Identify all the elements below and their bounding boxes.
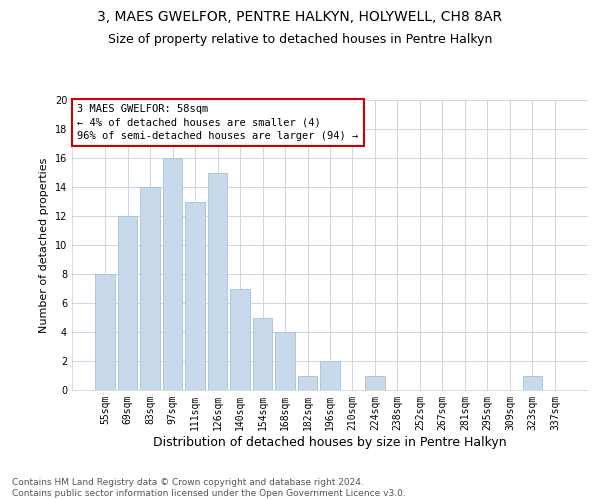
Text: Size of property relative to detached houses in Pentre Halkyn: Size of property relative to detached ho… xyxy=(108,32,492,46)
Bar xyxy=(523,376,542,390)
Bar xyxy=(298,376,317,390)
Bar xyxy=(320,361,340,390)
Bar xyxy=(95,274,115,390)
Text: 3, MAES GWELFOR, PENTRE HALKYN, HOLYWELL, CH8 8AR: 3, MAES GWELFOR, PENTRE HALKYN, HOLYWELL… xyxy=(97,10,503,24)
Bar xyxy=(140,187,160,390)
Bar xyxy=(163,158,182,390)
Y-axis label: Number of detached properties: Number of detached properties xyxy=(39,158,49,332)
Bar xyxy=(185,202,205,390)
Bar xyxy=(208,172,227,390)
X-axis label: Distribution of detached houses by size in Pentre Halkyn: Distribution of detached houses by size … xyxy=(153,436,507,448)
Bar xyxy=(253,318,272,390)
Bar xyxy=(275,332,295,390)
Text: 3 MAES GWELFOR: 58sqm
← 4% of detached houses are smaller (4)
96% of semi-detach: 3 MAES GWELFOR: 58sqm ← 4% of detached h… xyxy=(77,104,358,141)
Bar xyxy=(365,376,385,390)
Bar xyxy=(118,216,137,390)
Text: Contains HM Land Registry data © Crown copyright and database right 2024.
Contai: Contains HM Land Registry data © Crown c… xyxy=(12,478,406,498)
Bar xyxy=(230,288,250,390)
